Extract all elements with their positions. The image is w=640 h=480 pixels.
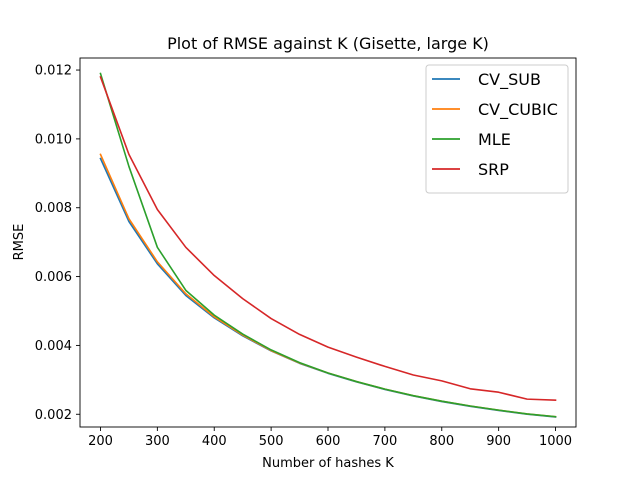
legend-box xyxy=(425,64,569,194)
x-tick-label: 1000 xyxy=(539,434,572,449)
y-tick-label: 0.010 xyxy=(35,132,72,147)
x-tick-label: 200 xyxy=(88,434,113,449)
series-line-srp xyxy=(99,75,557,401)
y-tick-label: 0.008 xyxy=(35,201,72,216)
x-tick-label: 500 xyxy=(259,434,284,449)
x-tick-label: 900 xyxy=(486,434,511,449)
x-tick-label: 300 xyxy=(145,434,170,449)
legend-label-cv-cubic: CV_CUBIC xyxy=(478,100,558,120)
series-line-mle xyxy=(99,72,557,418)
y-axis-ticks: 0.002 0.004 0.006 0.008 0.010 0.012 xyxy=(35,64,80,423)
chart-title: Plot of RMSE against K (Gisette, large K… xyxy=(167,34,489,53)
legend-label-mle: MLE xyxy=(478,130,511,149)
y-tick-label: 0.012 xyxy=(35,64,72,79)
y-tick-label: 0.006 xyxy=(35,270,72,285)
y-tick-label: 0.004 xyxy=(35,339,72,354)
legend: CV_SUB CV_CUBIC MLE SRP xyxy=(425,64,569,194)
y-axis-label: RMSE xyxy=(12,224,27,261)
y-tick-label: 0.002 xyxy=(35,408,72,423)
series-line-cv-cubic xyxy=(99,153,557,418)
x-axis-label: Number of hashes K xyxy=(262,456,394,471)
x-tick-label: 400 xyxy=(202,434,227,449)
legend-label-srp: SRP xyxy=(478,160,509,179)
x-axis-ticks: 200 300 400 500 600 700 800 900 1000 xyxy=(88,427,572,449)
x-tick-label: 800 xyxy=(429,434,454,449)
series-line-cv-sub xyxy=(99,157,557,418)
x-tick-label: 600 xyxy=(316,434,341,449)
legend-label-cv-sub: CV_SUB xyxy=(478,70,541,90)
x-tick-label: 700 xyxy=(372,434,397,449)
